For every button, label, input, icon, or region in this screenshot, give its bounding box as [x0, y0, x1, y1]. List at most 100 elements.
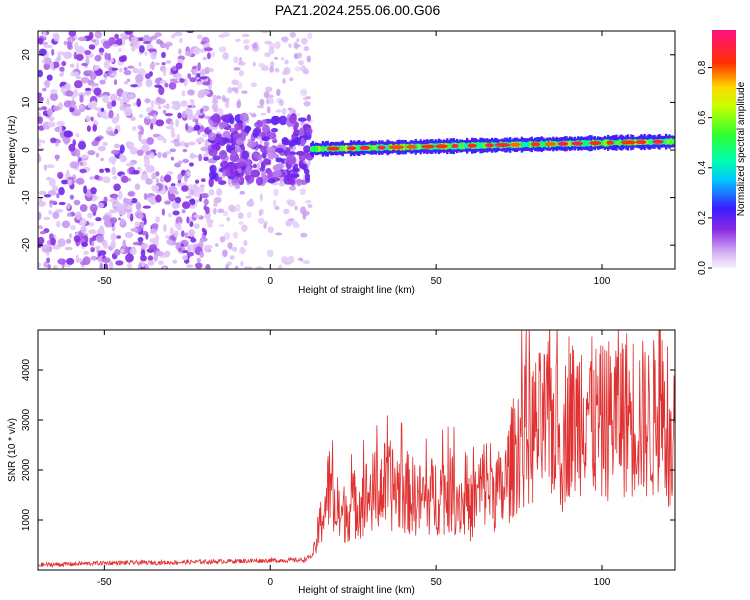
noise-blob	[155, 250, 164, 257]
noise-blob	[102, 40, 111, 49]
x-tick-label: -50	[97, 276, 112, 287]
noise-blob	[234, 122, 244, 131]
x-tick-label: 100	[594, 577, 611, 588]
noise-blob	[75, 177, 85, 185]
noise-blob	[116, 38, 123, 43]
noise-blob	[90, 116, 94, 122]
noise-blob	[195, 119, 199, 126]
noise-blob	[90, 82, 99, 87]
noise-blob	[114, 249, 121, 256]
noise-blob	[164, 113, 173, 117]
noise-blob	[110, 149, 120, 155]
noise-blob	[297, 117, 307, 122]
noise-blob	[38, 96, 44, 103]
noise-blob	[147, 260, 155, 266]
noise-blob	[88, 31, 94, 40]
noise-blob	[168, 185, 178, 194]
noise-blob	[237, 212, 244, 220]
signal-band-core	[323, 146, 326, 151]
noise-blob	[140, 243, 149, 249]
signal-peak	[544, 142, 556, 146]
noise-blob	[177, 112, 182, 119]
noise-blob	[45, 164, 55, 169]
noise-blob	[282, 78, 286, 84]
noise-blob	[119, 67, 123, 73]
noise-blob	[124, 31, 134, 35]
noise-blob	[145, 79, 153, 88]
signal-band-core	[587, 140, 590, 147]
noise-blob	[256, 162, 261, 171]
noise-blob	[136, 98, 141, 108]
noise-blob	[134, 221, 140, 228]
noise-blob	[124, 231, 134, 239]
noise-blob	[48, 178, 56, 187]
noise-blob	[93, 65, 99, 71]
noise-blob	[61, 179, 69, 185]
noise-blob	[41, 244, 50, 248]
signal-peak	[485, 143, 494, 148]
noise-blob	[144, 51, 148, 56]
signal-band-core	[540, 140, 543, 148]
signal-band-core	[447, 143, 450, 149]
noise-blob	[294, 205, 298, 211]
noise-blob	[295, 151, 306, 156]
noise-blob	[259, 166, 266, 172]
noise-blob	[129, 213, 134, 222]
noise-blob	[103, 60, 110, 69]
noise-blob	[75, 211, 82, 221]
noise-blob	[67, 179, 73, 186]
noise-blob	[268, 46, 275, 55]
signal-peak	[494, 143, 511, 147]
noise-blob	[86, 125, 91, 132]
noise-blob	[70, 225, 76, 230]
noise-blob	[136, 149, 144, 156]
y-axis-label: SNR (10 * v/v)	[7, 418, 18, 482]
noise-blob	[70, 71, 79, 77]
noise-blob	[79, 168, 87, 174]
signal-band-core	[311, 145, 314, 153]
noise-blob	[147, 48, 157, 52]
signal-band-core	[356, 144, 359, 152]
noise-blob	[307, 204, 313, 208]
noise-blob	[91, 100, 98, 108]
noise-blob	[252, 152, 259, 159]
noise-blob	[289, 151, 296, 156]
noise-blob	[127, 177, 132, 182]
noise-blob	[298, 159, 304, 169]
noise-blob	[252, 163, 257, 169]
noise-blob	[278, 99, 284, 106]
noise-blob	[130, 227, 139, 232]
signal-peak	[467, 143, 477, 148]
noise-blob	[187, 89, 195, 96]
noise-blob	[149, 152, 155, 159]
noise-blob	[98, 47, 105, 54]
signal-peak	[635, 140, 647, 145]
noise-blob	[140, 126, 144, 136]
noise-blob	[208, 170, 217, 180]
noise-blob	[186, 252, 194, 257]
noise-blob	[85, 115, 91, 123]
noise-blob	[288, 218, 295, 222]
noise-blob	[78, 141, 86, 150]
noise-blob	[44, 57, 52, 65]
signal-band-core	[673, 138, 675, 145]
noise-blob	[222, 32, 230, 38]
noise-blob	[123, 103, 132, 108]
noise-blob	[128, 141, 135, 148]
noise-blob	[263, 158, 270, 166]
noise-blob	[186, 31, 195, 34]
noise-blob	[195, 262, 203, 269]
noise-blob	[103, 263, 109, 269]
signal-band-core	[371, 145, 374, 151]
noise-blob	[262, 124, 270, 134]
signal-band-core	[602, 140, 605, 146]
noise-blob	[48, 116, 55, 122]
x-tick-label: 50	[431, 577, 443, 588]
noise-blob	[88, 229, 97, 235]
signal-band-core	[457, 143, 460, 149]
signal-band-core	[373, 145, 376, 151]
noise-blob	[244, 160, 252, 166]
noise-blob	[293, 41, 299, 49]
